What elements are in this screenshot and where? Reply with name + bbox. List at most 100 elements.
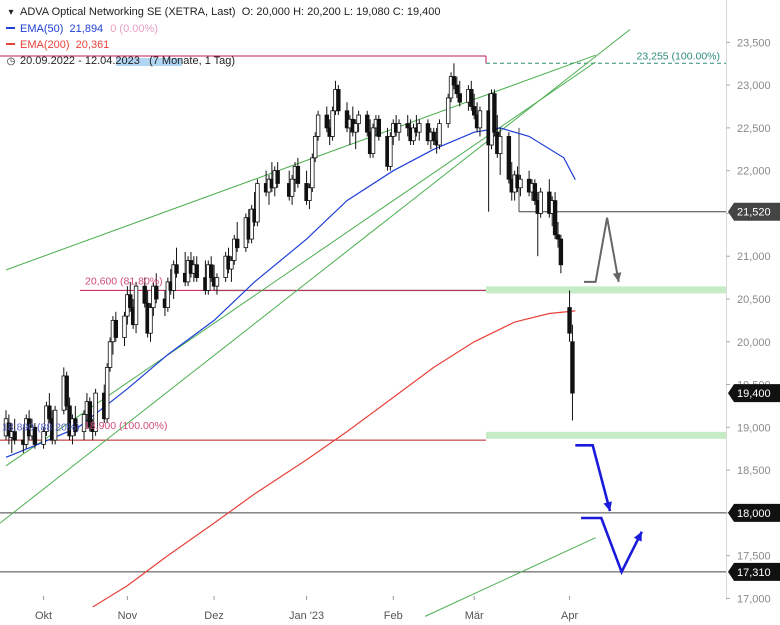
- candle: [249, 204, 254, 244]
- price-tag-label: 21,520: [737, 207, 771, 219]
- candle-body: [229, 260, 234, 270]
- date-axis: Okt Nov Dez Jan '23 Feb Mär Apr: [35, 596, 578, 622]
- candle: [388, 132, 393, 171]
- candle: [104, 363, 110, 424]
- candle: [289, 174, 295, 205]
- support-zones: [214, 286, 726, 439]
- range-text: 20.09.2022 - 12.04.2023: [20, 55, 140, 67]
- candle-body: [469, 88, 474, 107]
- candle-body: [122, 315, 127, 338]
- candle-body: [52, 409, 58, 441]
- candle-body: [275, 170, 280, 184]
- candle: [451, 63, 457, 90]
- x-tick-label: Mär: [465, 610, 484, 622]
- axis-panel: [726, 0, 780, 625]
- horizontal-levels: [0, 55, 726, 573]
- candle-body: [255, 183, 260, 223]
- y-tick-label: 20,000: [737, 337, 771, 349]
- candle-body: [249, 208, 254, 240]
- caret-down-icon[interactable]: ▾: [8, 7, 14, 18]
- candle-body: [376, 118, 382, 137]
- candle-body: [87, 401, 93, 428]
- trendlines: [0, 29, 631, 617]
- legend-ema50[interactable]: EMA(50) 21,894 0 (0.00%): [6, 22, 158, 36]
- forecast-path: [581, 516, 643, 576]
- candle: [47, 393, 52, 424]
- price-tag-box: [728, 562, 780, 581]
- price-tags: 21,520 19,400 18,000 17,310: [728, 202, 780, 581]
- candle-body: [41, 431, 46, 445]
- candle: [330, 106, 335, 141]
- y-tick-label: 17,000: [737, 593, 771, 605]
- candle: [336, 85, 341, 116]
- clock-icon: ◷: [6, 56, 16, 67]
- price-tag-label: 19,400: [737, 388, 771, 400]
- candle-body: [307, 187, 312, 202]
- candle-body: [356, 114, 361, 125]
- candle: [454, 76, 460, 98]
- level-annotations: 23,255 (100.00%) 20,600 (81.80%) 18,890 (8…: [2, 50, 720, 433]
- candle-body: [93, 392, 98, 432]
- y-tick-label: 21,000: [737, 251, 771, 263]
- y-tick-label: 23,500: [737, 37, 771, 49]
- candle: [52, 405, 58, 445]
- legend-ema200[interactable]: EMA(200) 20,361: [6, 38, 109, 52]
- candle-body: [194, 264, 199, 278]
- candle-body: [214, 277, 220, 287]
- candle: [396, 119, 402, 141]
- candle: [12, 418, 17, 445]
- candle: [133, 281, 139, 334]
- candle: [107, 337, 113, 372]
- candle: [93, 388, 98, 436]
- chart-header: ▾ ADVA Optical Networking SE (XETRA, Last…: [6, 5, 440, 20]
- candle-body: [538, 191, 543, 214]
- y-tick-label: 20,500: [737, 294, 771, 306]
- candle: [232, 234, 237, 265]
- x-tick-label: Apr: [561, 610, 578, 622]
- moving-averages: [5, 127, 576, 608]
- candle-body: [336, 88, 341, 112]
- candle-body: [570, 341, 575, 394]
- candle: [552, 192, 558, 240]
- ema200-line: [92, 310, 576, 608]
- candle: [255, 179, 260, 227]
- candle: [148, 303, 153, 342]
- candle-body: [64, 375, 69, 407]
- price-tag-box: [728, 202, 780, 221]
- candle-body: [313, 136, 318, 159]
- candle: [555, 221, 561, 248]
- y-tick-label: 22,500: [737, 123, 771, 135]
- candle: [128, 281, 133, 312]
- candle-body: [492, 93, 497, 133]
- trendline: [5, 54, 596, 271]
- x-tick-label: Jan '23: [289, 610, 324, 622]
- candle: [122, 311, 127, 347]
- candle: [558, 234, 564, 274]
- candle-body: [518, 178, 523, 189]
- candle: [154, 273, 159, 304]
- forecast-path: [584, 217, 620, 283]
- candle-body: [208, 264, 214, 278]
- ema50-value: 21,894: [69, 23, 104, 35]
- candle: [171, 260, 176, 299]
- price-tag-box: [728, 503, 780, 522]
- ema50-swatch: [6, 27, 15, 30]
- candle: [310, 153, 315, 193]
- candle: [165, 277, 171, 312]
- candle: [445, 93, 451, 128]
- candle: [81, 410, 87, 441]
- candle: [353, 119, 358, 150]
- candle-body: [477, 110, 483, 129]
- candle-body: [471, 106, 477, 116]
- forecast-arrows: [575, 217, 643, 576]
- y-tick-label: 18,500: [737, 465, 771, 477]
- candle-body: [113, 319, 119, 338]
- candle-body: [148, 307, 153, 334]
- candle-body: [6, 422, 12, 437]
- candle: [315, 110, 321, 141]
- candle-body: [128, 294, 133, 308]
- candle: [307, 183, 312, 210]
- candle: [275, 162, 280, 188]
- forecast-arrowhead: [612, 272, 622, 282]
